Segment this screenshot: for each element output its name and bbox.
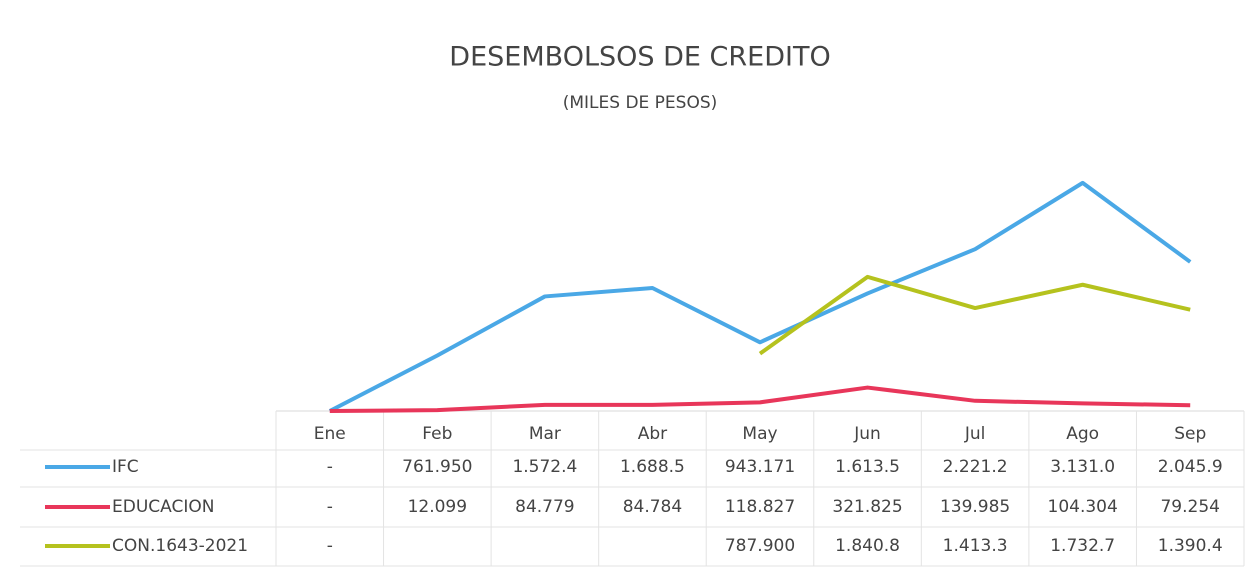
x-tick-label: Mar [529,424,561,444]
data-label: 1.613.5 [835,457,900,477]
data-label: 84.784 [623,497,682,517]
line-series [758,274,1191,356]
x-tick-label: Abr [638,424,667,444]
x-tick-label: May [742,424,777,444]
data-label: - [327,497,333,517]
data-label: 943.171 [725,457,795,477]
data-label: 79.254 [1160,497,1219,517]
x-tick-label: Jun [853,424,881,444]
legend-label: EDUCACION [112,497,214,517]
data-label: 118.827 [725,497,795,517]
data-label: 104.304 [1048,497,1118,517]
data-label: 1.413.3 [943,536,1008,556]
data-label: 761.950 [402,457,472,477]
x-tick-label: Sep [1174,424,1206,444]
data-label: 84.779 [515,497,574,517]
line-series [329,385,1191,413]
legend-label: IFC [112,457,139,477]
data-label: 3.131.0 [1050,457,1115,477]
x-tick-label: Ene [314,424,346,444]
x-tick-label: Feb [422,424,452,444]
data-label: 139.985 [940,497,1010,517]
x-tick-label: Ago [1066,424,1099,444]
chart-title: DESEMBOLSOS DE CREDITO [449,42,830,73]
x-tick-label: Jul [964,424,986,444]
data-label: 1.688.5 [620,457,685,477]
chart-subtitle: (MILES DE PESOS) [563,93,718,113]
data-label: - [327,457,333,477]
line-series [328,180,1192,413]
data-label: 2.045.9 [1158,457,1223,477]
data-label: - [327,536,333,556]
data-label: 787.900 [725,536,795,556]
data-label: 321.825 [832,497,902,517]
legend-label: CON.1643-2021 [112,536,248,556]
data-label: 1.840.8 [835,536,900,556]
data-label: 1.572.4 [512,457,577,477]
data-label: 1.390.4 [1158,536,1223,556]
data-label: 12.099 [408,497,467,517]
data-label: 1.732.7 [1050,536,1115,556]
data-label: 2.221.2 [943,457,1008,477]
